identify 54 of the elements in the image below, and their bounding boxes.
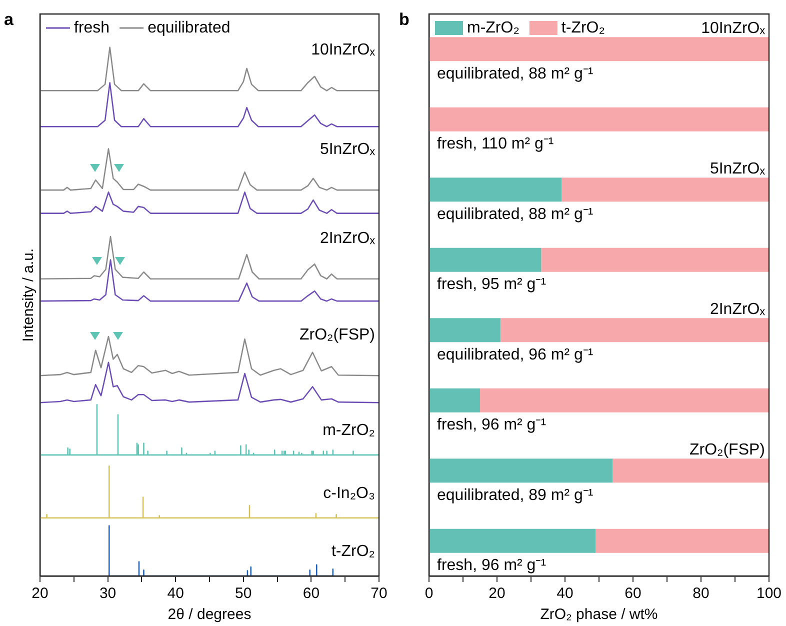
annotation: m-ZrO₂ <box>322 422 375 439</box>
x-tick-label: 70 <box>370 585 388 602</box>
annotation: 5InZrOₓ <box>320 141 376 158</box>
bar <box>430 388 480 412</box>
legend-label: t-ZrO₂ <box>561 19 605 36</box>
x-tick-label: 30 <box>99 585 116 602</box>
y-tick-label: equilibrated, 88 m² g⁻¹ <box>437 65 594 82</box>
x-tick-label: 40 <box>167 585 184 602</box>
legend-label: fresh <box>74 19 110 36</box>
x-tick-label: 50 <box>235 585 252 602</box>
x-axis-title: 2θ / degrees <box>168 606 252 624</box>
bar <box>612 458 769 483</box>
x-tick-label: 60 <box>302 585 320 602</box>
x-tick-label: 40 <box>556 585 574 602</box>
x-axis-title: ZrO₂ phase / wt% <box>540 606 658 624</box>
annotation: t-ZrO₂ <box>331 543 375 560</box>
bar <box>430 248 542 272</box>
annotation: 2InZrOₓ <box>320 230 376 247</box>
bar <box>480 388 769 412</box>
x-tick-label: 0 <box>424 585 434 602</box>
y-tick-label: fresh, 96 m² g⁻¹ <box>437 557 546 574</box>
y-tick-label: fresh, 110 m² g⁻¹ <box>437 136 554 153</box>
bar <box>430 318 500 342</box>
y-tick-label: equilibrated, 88 m² g⁻¹ <box>437 206 594 223</box>
bar <box>541 248 769 272</box>
x-tick-label: 60 <box>624 585 642 602</box>
bar <box>430 37 769 62</box>
annotation: 10InZrOₓ <box>701 20 766 38</box>
legend-label: m-ZrO₂ <box>467 19 520 36</box>
y-tick-label: fresh, 96 m² g⁻¹ <box>437 416 546 434</box>
bar <box>596 528 769 553</box>
y-axis-title: Intensity / a.u. <box>20 248 38 342</box>
bar <box>430 528 596 553</box>
annotation: 2InZrOₓ <box>710 301 766 318</box>
legend-label: equilibrated <box>148 19 230 36</box>
x-tick-label: 100 <box>756 585 782 602</box>
annotation: ZrO₂(FSP) <box>299 326 375 344</box>
annotation: c-In₂O₃ <box>323 484 375 502</box>
annotation: 10InZrOₓ <box>311 42 376 59</box>
bar <box>430 107 769 132</box>
annotation: 5InZrOₓ <box>710 160 766 178</box>
y-tick-label: equilibrated, 96 m² g⁻¹ <box>437 346 594 364</box>
bar <box>500 318 769 342</box>
x-tick-label: 80 <box>692 585 710 602</box>
chart-title: b <box>399 10 410 30</box>
y-tick-label: fresh, 95 m² g⁻¹ <box>437 276 546 294</box>
x-tick-label: 20 <box>488 585 506 602</box>
bar <box>430 178 562 202</box>
x-tick-label: 20 <box>32 585 48 602</box>
y-tick-label: equilibrated, 89 m² g⁻¹ <box>437 486 594 504</box>
chart-title: a <box>4 10 14 30</box>
annotation: ZrO₂(FSP) <box>689 442 765 459</box>
bar <box>430 458 613 483</box>
bar <box>562 178 769 202</box>
